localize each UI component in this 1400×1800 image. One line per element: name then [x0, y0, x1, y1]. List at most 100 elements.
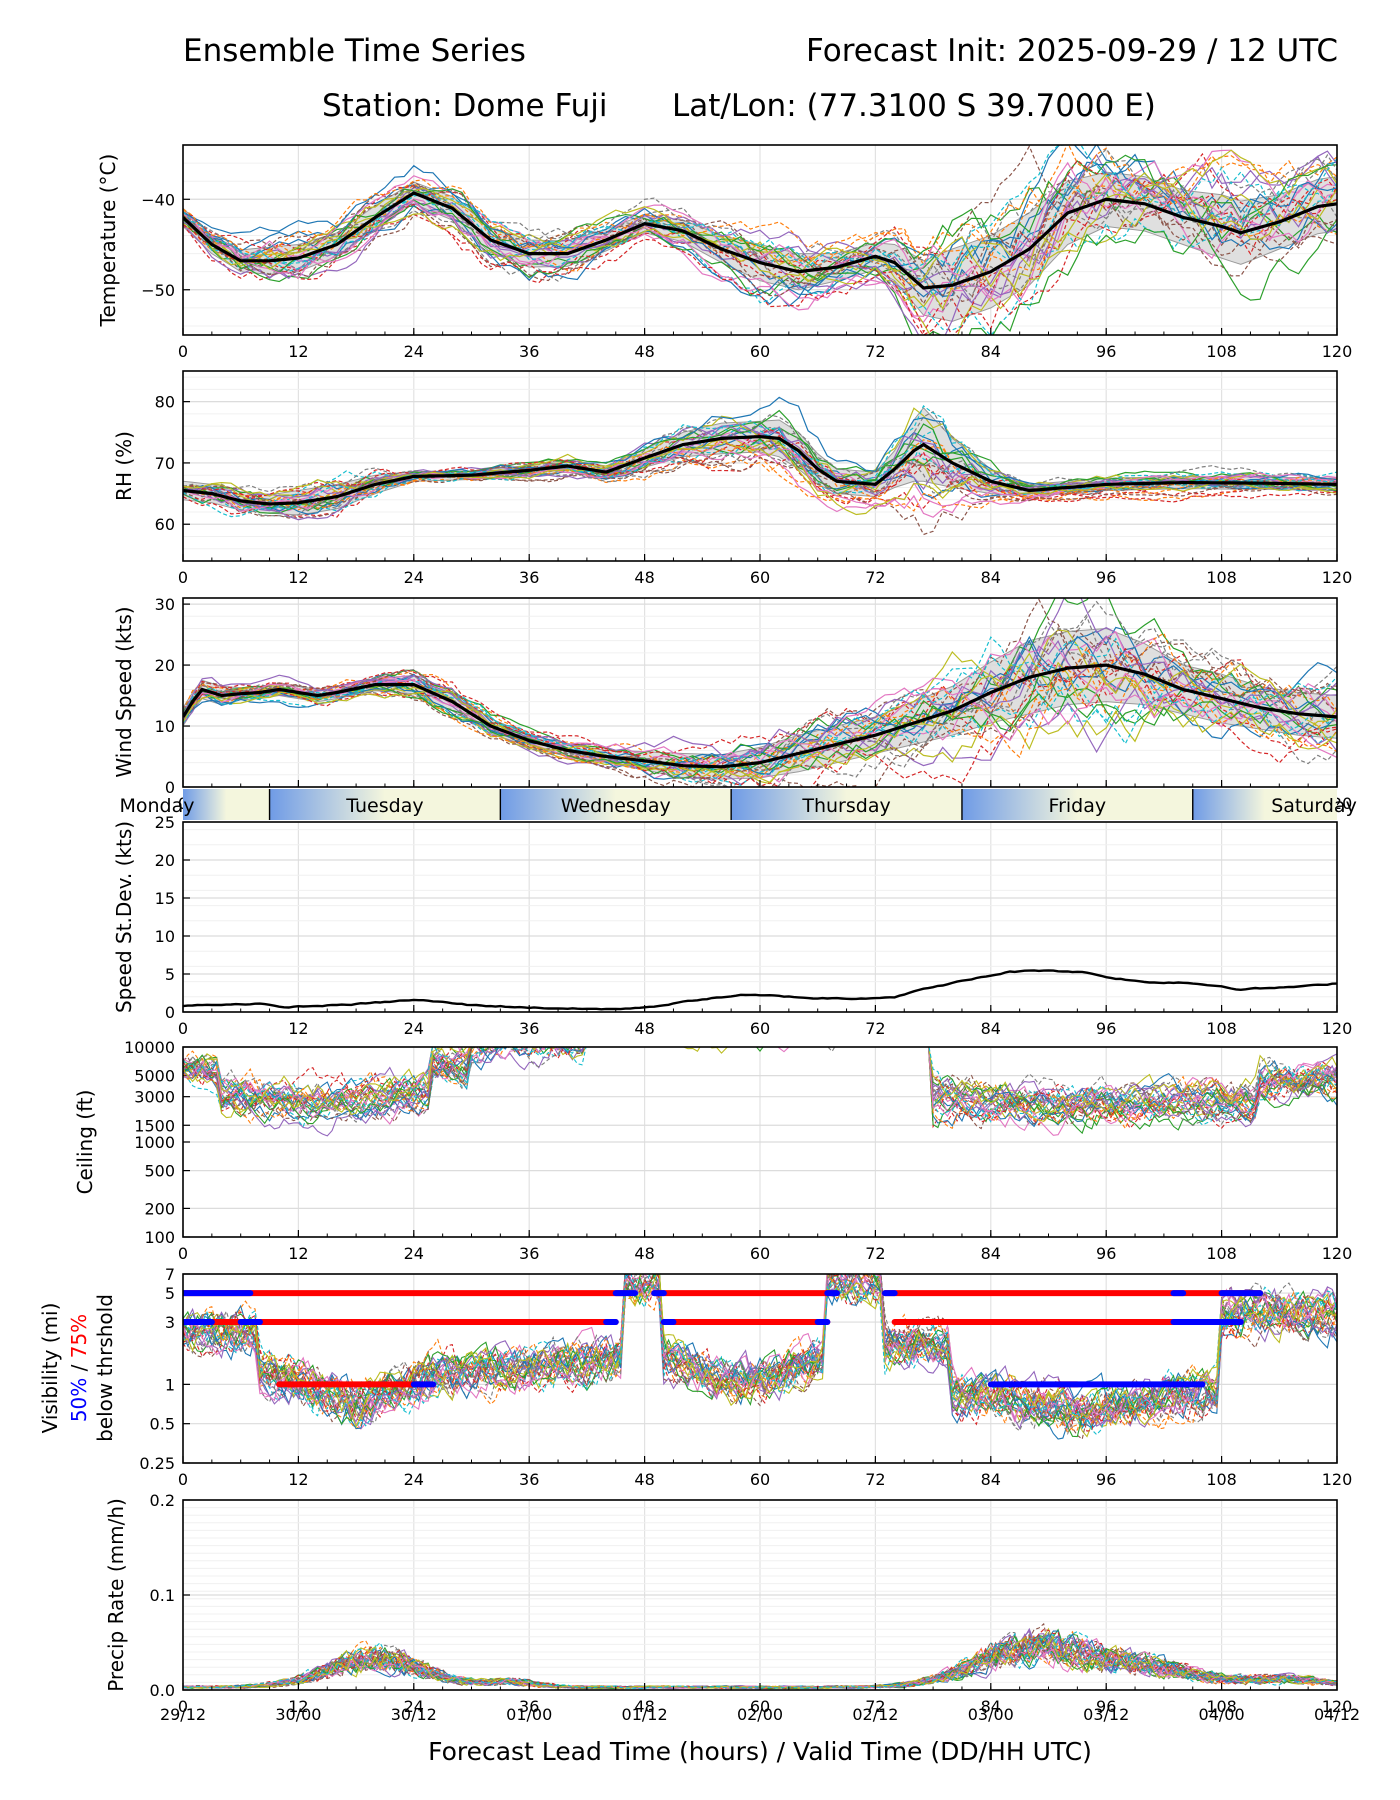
xtick-label: 72 — [865, 568, 885, 587]
valid-time-label: 04/00 — [1199, 1705, 1245, 1724]
valid-time-label: 30/00 — [275, 1705, 321, 1724]
ylabel-50pct: 50% — [67, 1378, 91, 1422]
plot-area-wind — [183, 598, 1337, 787]
ylabel-visibility-sub: below thrshold — [93, 1294, 117, 1442]
ensemble-member-line — [183, 1047, 1337, 1121]
xtick-label: 24 — [404, 1470, 424, 1489]
xtick-label: 120 — [1322, 342, 1353, 361]
day-band — [500, 789, 732, 820]
ytick-label: 80 — [155, 393, 175, 412]
xtick-label: 84 — [981, 342, 1001, 361]
ytick-label: 30 — [155, 595, 175, 614]
ensemble-member-line — [183, 149, 1337, 318]
xtick-label: 120 — [1322, 1470, 1353, 1489]
ensemble-member-line — [183, 1047, 1337, 1129]
ytick-label: 20 — [155, 851, 175, 870]
ensemble-member-line — [183, 445, 1337, 512]
ensemble-member-line — [183, 429, 1337, 503]
xtick-label: 96 — [1096, 1470, 1116, 1489]
ensemble-member-line — [183, 1274, 1337, 1430]
ensemble-member-line — [183, 152, 1337, 334]
ylabel-75pct: 75% — [67, 1314, 91, 1358]
ensemble-mean-line — [183, 434, 1337, 506]
xtick-label: 72 — [865, 1244, 885, 1263]
xtick-label: 12 — [288, 1019, 308, 1038]
ytick-label: 200 — [144, 1199, 175, 1218]
day-band — [731, 789, 962, 820]
ytick-label: 60 — [155, 515, 175, 534]
xtick-label: 12 — [288, 1697, 308, 1716]
xtick-label: 72 — [865, 342, 885, 361]
ensemble-member-line — [183, 1047, 1337, 1123]
xtick-label: 36 — [519, 568, 539, 587]
valid-time-label: 30/12 — [391, 1705, 437, 1724]
ensemble-member-line — [183, 161, 1337, 279]
xtick-label: 120 — [1322, 568, 1353, 587]
ytick-label: 500 — [144, 1162, 175, 1181]
ensemble-member-line — [183, 675, 1337, 770]
panel-frame — [182, 1273, 1338, 1464]
valid-time-label: 03/00 — [968, 1705, 1014, 1724]
xtick-label: 48 — [634, 568, 654, 587]
ensemble-member-line — [183, 145, 1337, 282]
panel-frame — [182, 144, 1338, 336]
ensemble-member-line — [183, 178, 1337, 304]
station-name: Station: Dome Fuji — [322, 88, 608, 124]
ensemble-member-line — [183, 1047, 1337, 1126]
ylabel-precip: Precip Rate (mm/h) — [104, 1498, 128, 1692]
xtick-label: 36 — [519, 1697, 539, 1716]
ensemble-member-line — [183, 1047, 1337, 1128]
panel-precip: 0.0 0.1 0.2 0 12 24 36 48 60 72 84 96 108 120 29/12 30/… — [150, 1491, 1361, 1724]
ytick-label: 0 — [165, 1003, 175, 1022]
stdev-line — [182, 969, 1338, 1011]
xtick-label: 24 — [404, 342, 424, 361]
xtick-label: 24 — [404, 1697, 424, 1716]
panel-rh: 60 70 80 0 12 24 36 48 60 72 84 96 108 120 — [155, 370, 1353, 587]
ytick-label: 0.0 — [150, 1681, 175, 1700]
xtick-label: 0 — [178, 568, 188, 587]
ytick-label: 1500 — [134, 1116, 175, 1135]
ylabel-visibility-pct: 50% / 75% — [67, 1314, 91, 1422]
valid-time-label: 01/00 — [506, 1705, 552, 1724]
xtick-label: 84 — [981, 568, 1001, 587]
ytick-label: 20 — [155, 656, 175, 675]
panel-visibility: 0.25 0.5 1 3 57 0 12 24 36 48 60 72 84 96 108 120 — [139, 1265, 1352, 1489]
ensemble-member-line — [183, 1047, 1337, 1123]
ytick-label: 0 — [165, 778, 175, 797]
xtick-label: 48 — [634, 1470, 654, 1489]
xtick-label: 60 — [750, 568, 770, 587]
ensemble-member-line — [183, 192, 1337, 335]
xtick-label: 120 — [1322, 1019, 1353, 1038]
plot-area-ceiling — [183, 1047, 1337, 1137]
xtick-label: 108 — [1206, 1697, 1237, 1716]
xtick-label: 12 — [288, 342, 308, 361]
ytick-label: 7 — [165, 1265, 175, 1284]
ylabel-stdev: Speed St.Dev. (kts) — [112, 821, 136, 1013]
ensemble-member-line — [183, 651, 1337, 787]
plot-area-rh — [183, 396, 1337, 536]
ensemble-member-line — [183, 154, 1337, 280]
ensemble-member-line — [183, 1274, 1337, 1420]
xtick-label: 0 — [178, 342, 188, 361]
xtick-label: 24 — [404, 568, 424, 587]
day-label: Saturday — [1271, 795, 1357, 817]
day-label: Thursday — [801, 795, 890, 817]
ensemble-member-line — [183, 1047, 1337, 1119]
xtick-label: 0 — [178, 1697, 188, 1716]
xtick-label: 84 — [981, 1470, 1001, 1489]
xtick-label: 60 — [750, 1697, 770, 1716]
ytick-label: 15 — [155, 889, 175, 908]
ytick-label: 0.1 — [150, 1586, 175, 1605]
xtick-label: 48 — [634, 1019, 654, 1038]
ensemble-member-line — [183, 396, 1337, 515]
ensemble-member-line — [183, 404, 1337, 518]
xtick-label: 12 — [288, 1244, 308, 1263]
xtick-label: 36 — [519, 1244, 539, 1263]
panel-frame — [182, 370, 1338, 562]
ytick-label: 10000 — [124, 1038, 175, 1057]
ensemble-member-line — [183, 149, 1337, 310]
ytick-label: 1000 — [134, 1133, 175, 1152]
panel-speed_stdev: 0 5 10 15 20 25 0 12 24 36 48 60 72 84 96 108 120 — [155, 813, 1353, 1038]
